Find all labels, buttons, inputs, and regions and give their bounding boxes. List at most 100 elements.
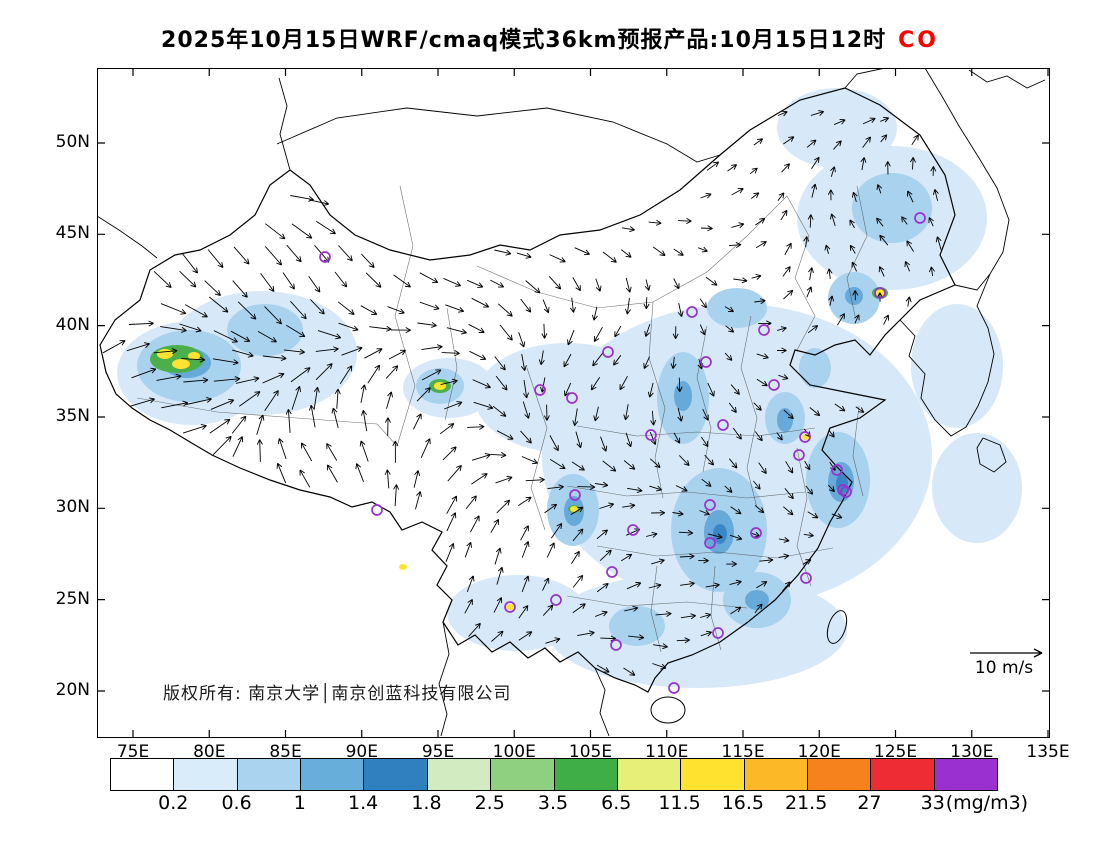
wind-arrow — [338, 245, 353, 262]
wind-arrow — [445, 304, 465, 313]
wind-arrow — [546, 542, 555, 558]
wind-arrow — [464, 598, 473, 614]
wind-arrow — [862, 136, 872, 148]
wind-arrow — [492, 405, 507, 417]
station-markers — [319, 212, 926, 694]
colorbar-tick-label: 33 — [920, 792, 945, 814]
wind-arrow — [778, 537, 790, 543]
wind-arrow — [906, 240, 914, 252]
wind-arrow — [290, 367, 311, 383]
wind-arrow — [369, 325, 392, 332]
wind-arrow — [490, 452, 507, 459]
wind-arrow — [443, 277, 462, 287]
wind-arrow — [518, 332, 526, 348]
wind-arrow — [160, 326, 187, 333]
colorbar-segment — [301, 759, 365, 790]
wind-arrow — [467, 279, 484, 288]
wind-arrow — [831, 513, 843, 519]
wind-arrow — [830, 213, 836, 227]
axis-ticks — [97, 68, 1050, 738]
wind-arrow — [700, 225, 713, 232]
wind-arrow — [577, 483, 596, 490]
wind-arrow — [384, 417, 391, 436]
wind-arrow — [239, 391, 261, 407]
wind-arrow — [308, 275, 321, 293]
wind-arrow — [830, 166, 836, 177]
wind-arrow — [390, 327, 411, 334]
wind-arrow — [909, 157, 916, 170]
station-marker — [768, 379, 780, 391]
wind-arrow — [542, 604, 554, 616]
wind-arrow — [521, 575, 530, 593]
concentration-shading — [117, 88, 1022, 688]
station-marker — [550, 594, 562, 606]
wind-arrow — [754, 504, 765, 514]
wind-arrow — [518, 631, 533, 641]
wind-arrow — [596, 583, 609, 593]
wind-arrow — [621, 249, 632, 258]
wind-arrow — [594, 610, 608, 617]
wind-arrow — [677, 217, 692, 224]
wind-arrow — [804, 460, 811, 471]
lon-label: 115E — [721, 742, 765, 762]
wind-arrow — [705, 276, 718, 286]
colorbar-segment — [491, 759, 555, 790]
wind-arrow — [756, 581, 768, 589]
wind-arrow — [210, 398, 235, 410]
wind-arrow — [153, 348, 178, 355]
wind-arrow — [851, 191, 858, 203]
wind-arrow — [315, 363, 333, 381]
wind-arrow — [593, 406, 600, 422]
wind-arrow — [754, 603, 763, 614]
wind-arrow — [649, 432, 657, 445]
wind-scale-arrow — [970, 648, 1043, 658]
colorbar-segment — [554, 759, 618, 790]
wind-arrow — [572, 528, 584, 542]
title-text: 2025年10月15日WRF/cmaq模式36km预报产品:10月15日12时 — [161, 28, 887, 53]
wind-arrow — [473, 401, 494, 410]
wind-arrow — [647, 382, 654, 398]
station-marker — [627, 524, 639, 536]
wind-arrow — [496, 499, 511, 514]
wind-arrow — [650, 410, 657, 426]
wind-arrow — [653, 643, 668, 650]
wind-arrow — [518, 605, 529, 619]
colorbar-tick-label: 2.5 — [474, 792, 505, 814]
wind-arrow — [907, 190, 914, 203]
wind-arrow — [834, 403, 846, 412]
wind-arrow — [750, 192, 760, 199]
wind-arrow — [680, 613, 696, 620]
station-marker — [534, 384, 546, 396]
lon-label: 85E — [269, 742, 302, 762]
wind-arrow — [628, 634, 645, 641]
wind-arrow — [783, 506, 794, 516]
wind-arrow — [541, 323, 548, 339]
wind-arrow — [701, 478, 712, 487]
wind-arrow — [833, 140, 842, 150]
colorbar-tick-label: 27 — [857, 792, 882, 814]
wind-arrow — [523, 379, 529, 399]
wind-arrow — [207, 249, 224, 268]
wind-arrow — [602, 460, 617, 472]
wind-arrow — [497, 303, 513, 317]
wind-arrow — [264, 246, 283, 266]
wind-arrow — [602, 251, 617, 263]
wind-arrow — [131, 367, 157, 379]
wind-arrow — [494, 547, 502, 565]
wind-arrow — [827, 484, 835, 493]
wind-arrow — [780, 209, 788, 221]
colorbar-unit: (mg/m3) — [945, 792, 1029, 814]
wind-arrow — [277, 438, 287, 460]
wind-arrow — [879, 234, 889, 246]
lon-label: 120E — [797, 742, 841, 762]
map-frame — [97, 68, 1050, 738]
wind-arrow — [276, 462, 287, 484]
wind-arrow — [805, 485, 814, 495]
lat-label: 30N — [55, 497, 90, 518]
colorbar-tick-label: 0.6 — [221, 792, 252, 814]
station-marker — [319, 251, 331, 263]
wind-arrow — [644, 279, 651, 291]
wind-arrow — [360, 305, 378, 315]
wind-arrow — [262, 372, 285, 384]
wind-arrow — [884, 161, 891, 175]
